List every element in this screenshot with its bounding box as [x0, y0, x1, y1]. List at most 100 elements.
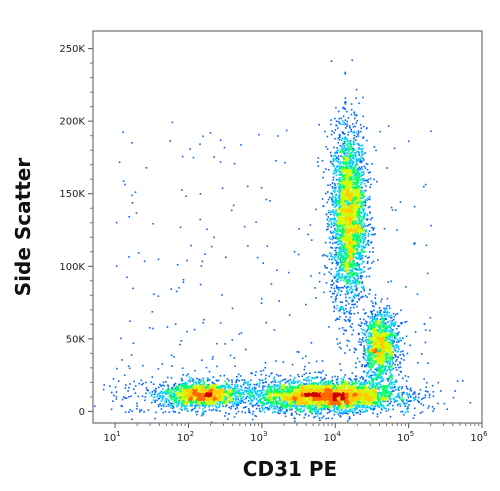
event-dot: [368, 275, 371, 278]
event-dot: [338, 272, 340, 275]
event-dot: [389, 345, 391, 348]
event-dot: [339, 180, 341, 182]
event-dot: [364, 358, 367, 361]
event-dot: [388, 364, 390, 367]
event-dot: [331, 247, 334, 249]
event-dot: [349, 160, 352, 162]
event-dot: [339, 315, 341, 318]
event-dot: [382, 360, 385, 362]
event-dot: [231, 399, 234, 402]
event-dot: [335, 124, 337, 127]
event-dot: [337, 155, 340, 157]
event-dot: [354, 152, 357, 154]
event-dot: [348, 280, 350, 282]
event-dot: [346, 138, 348, 141]
event-dot: [358, 238, 360, 240]
event-dot: [341, 185, 344, 187]
event-dot: [353, 169, 356, 171]
event-dot: [346, 123, 348, 126]
event-dot: [324, 254, 327, 257]
event-dot: [342, 333, 345, 335]
event-dot: [394, 332, 396, 335]
event-dot: [348, 199, 351, 202]
event-dot: [381, 330, 384, 332]
event-dot: [361, 147, 364, 150]
event-dot: [361, 219, 364, 221]
event-dot: [343, 181, 345, 184]
event-dot: [340, 219, 342, 221]
event-dot: [341, 221, 344, 223]
event-dot: [338, 227, 341, 230]
event-dot: [349, 349, 351, 351]
event-dot: [365, 179, 367, 182]
event-dot: [358, 198, 361, 200]
event-dot: [333, 172, 336, 175]
event-dot: [395, 335, 398, 337]
event-dot: [360, 202, 363, 204]
event-dot: [360, 155, 363, 158]
event-dot: [366, 375, 368, 377]
event-dot: [377, 370, 380, 372]
event-dot: [334, 184, 337, 187]
event-dot: [346, 206, 349, 209]
event-dot: [379, 354, 381, 356]
event-dot: [342, 169, 344, 172]
event-dot: [351, 220, 353, 223]
event-dot: [339, 233, 341, 236]
event-dot: [345, 187, 348, 189]
event-dot: [347, 280, 349, 282]
event-dot: [330, 238, 332, 240]
event-dot: [394, 363, 396, 366]
event-dot: [341, 229, 344, 232]
event-dot: [345, 210, 348, 212]
event-dot: [327, 191, 329, 193]
event-dot: [357, 211, 360, 214]
event-dot: [359, 199, 362, 201]
event-dot: [381, 348, 383, 351]
event-dot: [334, 201, 336, 204]
event-dot: [380, 351, 382, 354]
event-dot: [324, 266, 327, 269]
event-dot: [345, 193, 348, 196]
event-dot: [375, 355, 378, 357]
event-dot: [333, 305, 336, 308]
event-dot: [231, 383, 233, 386]
event-dot: [337, 286, 340, 289]
event-dot: [346, 125, 348, 128]
event-dot: [345, 316, 347, 318]
event-dot: [354, 238, 357, 241]
event-dot: [347, 178, 349, 180]
event-dot: [345, 247, 347, 250]
event-dot: [328, 326, 330, 328]
event-dot: [375, 358, 378, 361]
event-dot: [349, 325, 352, 328]
event-dot: [342, 264, 345, 266]
event-dot: [342, 267, 344, 269]
event-dot: [366, 296, 368, 298]
event-dot: [390, 317, 392, 319]
event-dot: [342, 205, 344, 207]
event-dot: [351, 333, 353, 336]
event-dot: [405, 335, 408, 338]
event-dot: [367, 359, 369, 361]
event-dot: [341, 149, 343, 151]
event-dot: [353, 113, 356, 116]
event-dot: [354, 211, 357, 213]
event-dot: [359, 148, 361, 150]
event-dot: [349, 170, 351, 173]
event-dot: [355, 201, 358, 204]
event-dot: [349, 280, 351, 282]
event-dot: [399, 354, 401, 356]
event-dot: [357, 228, 360, 231]
event-dot: [348, 288, 351, 291]
event-dot: [340, 231, 343, 234]
event-dot: [343, 183, 346, 185]
event-dot: [341, 171, 344, 173]
event-dot: [363, 208, 366, 210]
event-dot: [386, 305, 388, 307]
event-dot: [381, 319, 384, 322]
event-dot: [379, 346, 381, 348]
event-dot: [330, 246, 332, 249]
event-dot: [331, 198, 333, 201]
event-dot: [369, 267, 372, 269]
